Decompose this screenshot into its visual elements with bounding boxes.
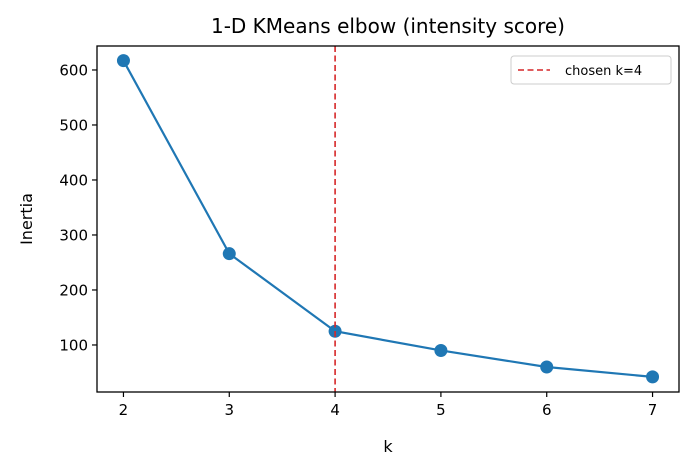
legend-box — [510, 55, 672, 85]
x-axis-ticks: 2 3 4 5 6 7 — [119, 392, 658, 419]
y-tick-label: 600 — [59, 61, 88, 79]
y-axis-ticks: 100 200 300 400 500 600 — [59, 61, 97, 354]
data-point-marker — [646, 370, 660, 384]
x-tick-label: 5 — [436, 401, 446, 419]
data-point-marker — [222, 247, 236, 261]
y-tick-label: 200 — [59, 281, 88, 299]
y-tick-label: 400 — [59, 171, 88, 189]
x-tick-label: 2 — [119, 401, 129, 419]
legend-label: chosen k=4 — [565, 64, 642, 79]
data-point-marker — [540, 360, 554, 374]
y-tick-label: 500 — [59, 116, 88, 134]
series-line — [122, 60, 653, 378]
chart-title: 1-D KMeans elbow (intensity score) — [211, 14, 565, 38]
y-tick-label: 100 — [59, 336, 88, 354]
x-tick-label: 4 — [330, 401, 340, 419]
data-point-marker — [116, 54, 130, 68]
legend: chosen k=4 — [510, 55, 672, 85]
x-tick-label: 6 — [542, 401, 552, 419]
x-tick-label: 7 — [648, 401, 658, 419]
plot-area — [116, 46, 660, 392]
axes-frame — [96, 45, 680, 393]
x-tick-label: 3 — [224, 401, 234, 419]
y-axis-label: Inertia — [17, 193, 36, 245]
y-tick-label: 300 — [59, 226, 88, 244]
x-axis-label: k — [383, 437, 393, 456]
data-point-marker — [434, 343, 448, 357]
